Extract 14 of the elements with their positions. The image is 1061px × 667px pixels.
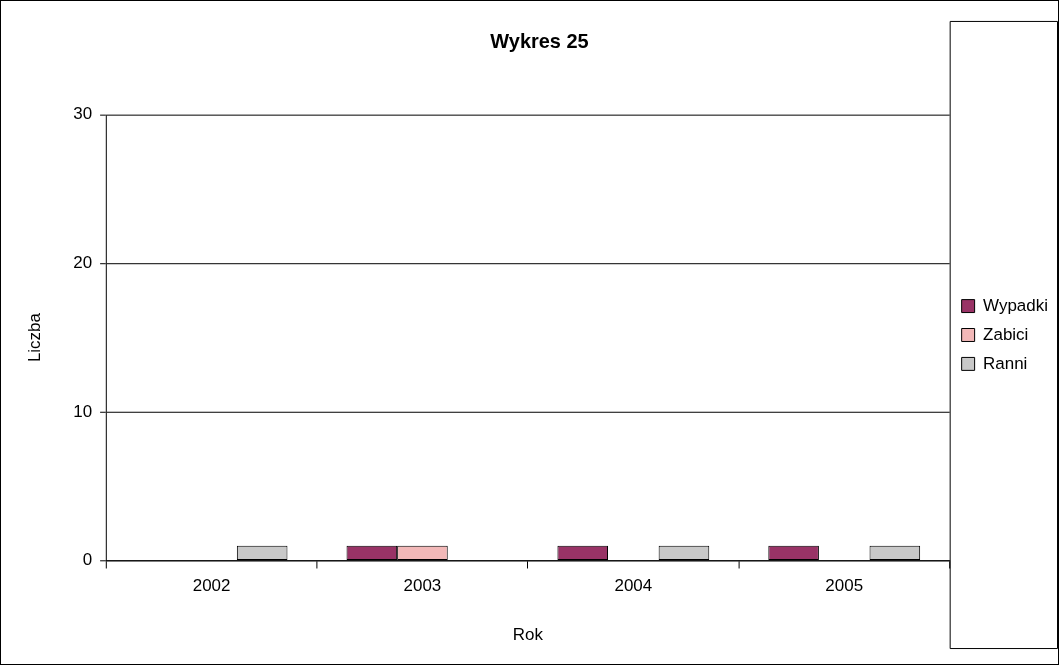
x-tick-label: 2004	[614, 576, 653, 596]
x-tick-label: 2002	[192, 576, 231, 596]
chart-title: Wykres 25	[490, 30, 589, 53]
y-axis-title: Liczba	[24, 312, 44, 363]
x-tick-label: 2005	[825, 576, 864, 596]
legend-label: Ranni	[983, 353, 1028, 373]
y-tick-label: 30	[73, 104, 93, 124]
y-tick-label: 10	[73, 401, 93, 421]
y-tick-label: 20	[73, 252, 93, 272]
x-axis-title: Rok	[512, 624, 544, 644]
y-tick-label: 0	[82, 550, 93, 570]
x-tick-label: 2003	[403, 576, 442, 596]
legend-label: Wypadki	[983, 295, 1048, 315]
legend-label: Zabici	[983, 324, 1029, 344]
